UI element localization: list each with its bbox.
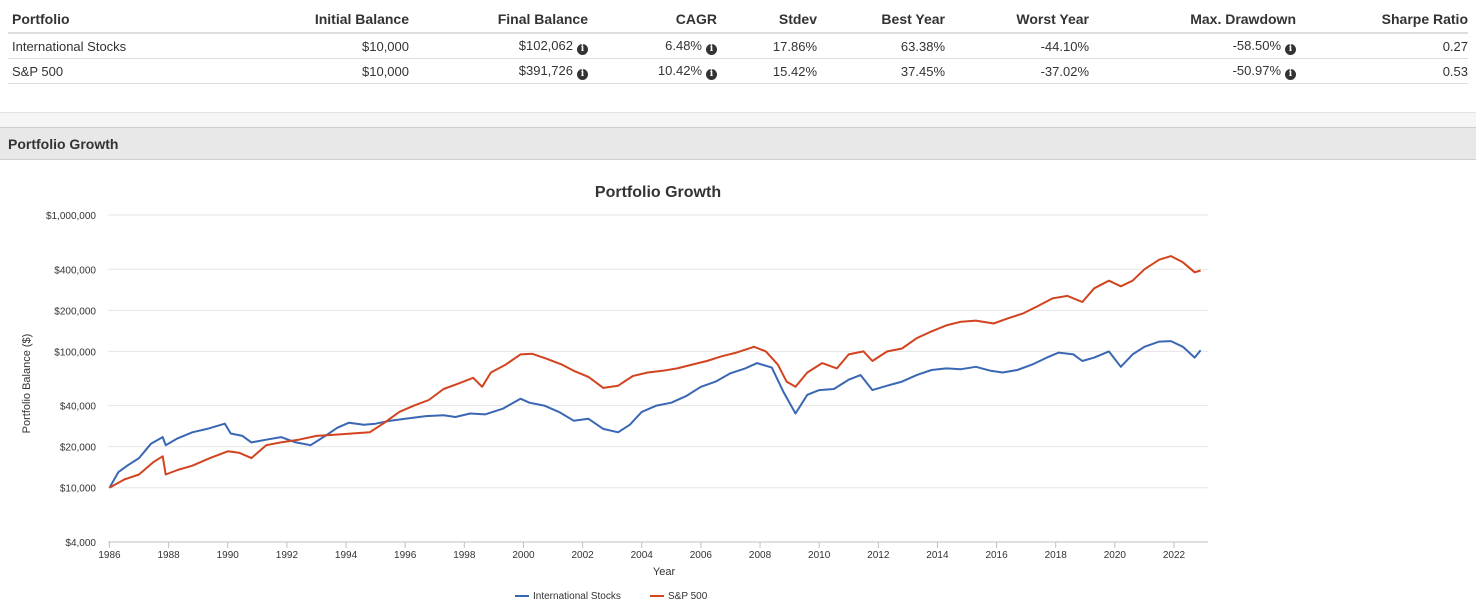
- series-line-s-p-500: [109, 255, 1201, 489]
- x-tick-label: 1994: [335, 550, 358, 561]
- x-tick-label: 1992: [276, 550, 299, 561]
- info-circle-icon[interactable]: i: [577, 43, 588, 55]
- x-tick-label: 2018: [1045, 550, 1068, 561]
- x-tick-label: 1996: [394, 550, 417, 561]
- y-tick-label: $100,000: [54, 347, 96, 358]
- summary-table: Portfolio Initial Balance Final Balance …: [8, 6, 1468, 84]
- cell-max-drawdown: -58.50% i: [1089, 33, 1296, 59]
- col-header-best-year[interactable]: Best Year: [817, 6, 945, 34]
- x-tick-label: 1990: [217, 550, 240, 561]
- info-circle-icon[interactable]: i: [706, 43, 717, 55]
- cell-worst-year: -37.02%: [945, 58, 1089, 84]
- cell-final-balance: $391,726 i: [409, 58, 588, 84]
- x-tick-label: 1988: [157, 550, 180, 561]
- cell-final-balance: $102,062 i: [409, 33, 588, 59]
- cell-cagr: 10.42% i: [588, 58, 717, 84]
- y-tick-label: $40,000: [60, 402, 97, 413]
- section-title: Portfolio Growth: [8, 136, 119, 152]
- cell-sharpe-ratio: 0.53: [1296, 58, 1468, 84]
- y-tick-label: $400,000: [54, 265, 96, 276]
- col-header-worst-year[interactable]: Worst Year: [945, 6, 1089, 34]
- x-tick-label: 2000: [512, 550, 535, 561]
- final-balance-value: $102,062: [518, 37, 573, 53]
- col-header-cagr[interactable]: CAGR: [588, 6, 717, 34]
- cell-cagr: 6.48% i: [588, 33, 717, 59]
- y-tick-label: $200,000: [54, 306, 96, 317]
- cell-stdev: 15.42%: [717, 58, 817, 84]
- x-tick-label: 1986: [98, 550, 121, 561]
- x-tick-label: 2014: [926, 550, 949, 561]
- col-header-sharpe-ratio[interactable]: Sharpe Ratio: [1296, 6, 1468, 34]
- max-drawdown-value: -50.97%: [1232, 62, 1281, 78]
- x-axis-label: Year: [653, 566, 676, 578]
- portfolio-growth-chart: Portfolio Growth $4,000 $10,000 $20,000 $40,…: [21, 184, 1208, 602]
- y-tick-label: $1,000,000: [46, 211, 96, 222]
- x-tick-label: 2002: [571, 550, 594, 561]
- table-row: International Stocks $10,000 $102,062 i 6…: [8, 33, 1468, 59]
- x-tick-label: 2016: [985, 550, 1008, 561]
- cell-best-year: 63.38%: [817, 33, 945, 59]
- table-header-row: Portfolio Initial Balance Final Balance …: [8, 6, 1468, 34]
- cell-stdev: 17.86%: [717, 33, 817, 59]
- chart-title: Portfolio Growth: [595, 184, 721, 201]
- col-header-stdev[interactable]: Stdev: [717, 6, 817, 34]
- max-drawdown-value: -58.50%: [1232, 37, 1281, 53]
- x-tick-label: 2010: [808, 550, 831, 561]
- x-tick-label: 2012: [867, 550, 890, 561]
- y-axis-label: Portfolio Balance ($): [21, 334, 33, 434]
- cell-sharpe-ratio: 0.27: [1296, 33, 1468, 59]
- legend-item: International Stocks: [533, 591, 621, 602]
- series-line-international-stocks: [108, 340, 1202, 489]
- x-tick-label: 2008: [749, 550, 772, 561]
- col-header-initial-balance[interactable]: Initial Balance: [182, 6, 409, 34]
- cell-initial-balance: $10,000: [182, 33, 409, 59]
- cagr-value: 10.42%: [657, 62, 702, 78]
- cell-portfolio: International Stocks: [8, 33, 182, 59]
- cell-best-year: 37.45%: [817, 58, 945, 84]
- x-tick-label: 1998: [453, 550, 476, 561]
- section-header: Portfolio Growth: [0, 127, 1476, 160]
- cell-max-drawdown: -50.97% i: [1089, 58, 1296, 84]
- col-header-portfolio[interactable]: Portfolio: [8, 6, 182, 34]
- legend-item: S&P 500: [668, 591, 708, 602]
- info-circle-icon[interactable]: i: [577, 68, 588, 80]
- y-tick-label: $10,000: [60, 484, 97, 495]
- x-tick-label: 2004: [631, 550, 654, 561]
- cell-worst-year: -44.10%: [945, 33, 1089, 59]
- info-circle-icon[interactable]: i: [1285, 68, 1296, 80]
- col-header-final-balance[interactable]: Final Balance: [409, 6, 588, 34]
- y-tick-label: $4,000: [65, 538, 96, 549]
- cell-portfolio: S&P 500: [8, 58, 182, 84]
- x-tick-label: 2020: [1104, 550, 1127, 561]
- final-balance-value: $391,726: [518, 62, 573, 78]
- cell-initial-balance: $10,000: [182, 58, 409, 84]
- cagr-value: 6.48%: [665, 37, 702, 53]
- y-tick-label: $20,000: [60, 443, 97, 454]
- table-row: S&P 500 $10,000 $391,726 i 10.42% i 15.42%…: [8, 58, 1468, 84]
- section-divider: [0, 112, 1476, 128]
- col-header-max-drawdown[interactable]: Max. Drawdown: [1089, 6, 1296, 34]
- x-tick-label: 2022: [1163, 550, 1186, 561]
- x-tick-label: 2006: [690, 550, 713, 561]
- info-circle-icon[interactable]: i: [706, 68, 717, 80]
- info-circle-icon[interactable]: i: [1285, 43, 1296, 55]
